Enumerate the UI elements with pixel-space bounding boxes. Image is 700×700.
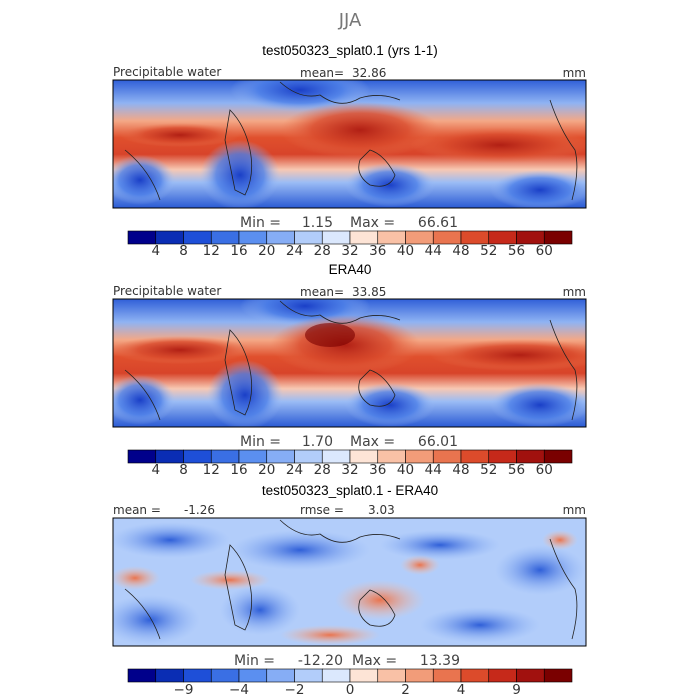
panel3-mean-label: mean = bbox=[113, 503, 161, 517]
colorbar-tick-label: 20 bbox=[258, 462, 275, 478]
panel2-min-label: Min = bbox=[240, 434, 281, 450]
colorbar-swatch bbox=[543, 230, 573, 245]
colorbar-tick-label: 24 bbox=[286, 243, 303, 259]
colorbar-swatch bbox=[543, 668, 573, 683]
colorbar-tick-label: 32 bbox=[341, 243, 358, 259]
colorbar-tick-label: 40 bbox=[397, 243, 414, 259]
panel1-frame bbox=[112, 79, 587, 209]
panel3-map bbox=[113, 518, 586, 646]
colorbar-tick-label: 4 bbox=[151, 462, 160, 478]
colorbar-swatch bbox=[127, 668, 157, 683]
panel3-units: mm bbox=[563, 503, 586, 517]
colorbar-swatch bbox=[460, 668, 490, 683]
panel3-frame bbox=[112, 517, 587, 647]
colorbar-swatch bbox=[294, 668, 323, 683]
colorbar-swatch bbox=[266, 668, 295, 683]
colorbar-swatch bbox=[183, 668, 212, 683]
colorbar-tick-label: 52 bbox=[480, 243, 497, 259]
colorbar-tick-label: 0 bbox=[346, 682, 355, 698]
colorbar-tick-label: 36 bbox=[369, 243, 386, 259]
panel3-title: test050323_splat0.1 - ERA40 bbox=[262, 483, 438, 498]
colorbar-tick-label: 12 bbox=[203, 243, 220, 259]
panel2-colorbar: 4 8 12 16 20 24 28 32 36 40 44 48 52 56 60 bbox=[127, 449, 573, 478]
panel3-colorbar: −9 −4 −2 0 2 4 9 bbox=[127, 668, 573, 698]
panel1-map bbox=[113, 80, 586, 208]
colorbar-swatch bbox=[155, 668, 184, 683]
colorbar-tick-label: 44 bbox=[425, 462, 442, 478]
colorbar-tick-label: 16 bbox=[230, 243, 247, 259]
colorbar-tick-label: 28 bbox=[314, 462, 331, 478]
colorbar-swatch bbox=[516, 668, 545, 683]
colorbar-tick-label: 24 bbox=[286, 462, 303, 478]
panel1-max-label: Max = bbox=[350, 215, 395, 231]
colorbar-swatch bbox=[405, 668, 434, 683]
colorbar-swatch bbox=[377, 668, 406, 683]
panel3-min-value: -12.20 bbox=[298, 653, 343, 669]
panel2-title: ERA40 bbox=[329, 262, 372, 277]
panel2-mean-label: mean= bbox=[300, 285, 344, 299]
panel1-units: mm bbox=[563, 66, 586, 80]
panel1-title: test050323_splat0.1 (yrs 1-1) bbox=[262, 43, 438, 58]
panel2-max-value: 66.01 bbox=[418, 434, 458, 450]
panel1-min-label: Min = bbox=[240, 215, 281, 231]
colorbar-tick-label: 52 bbox=[480, 462, 497, 478]
colorbar-tick-label: 8 bbox=[179, 243, 188, 259]
colorbar-swatch bbox=[210, 668, 240, 683]
colorbar-tick-label: −2 bbox=[285, 682, 305, 698]
panel1-mean-label: mean= bbox=[300, 66, 344, 80]
panel2-map bbox=[113, 299, 586, 427]
colorbar-tick-label: 20 bbox=[258, 243, 275, 259]
panel2-mean-value: 33.85 bbox=[352, 285, 386, 299]
colorbar-tick-label: 60 bbox=[536, 243, 553, 259]
panel3-max-label: Max = bbox=[352, 653, 397, 669]
colorbar-tick-label: 56 bbox=[508, 243, 525, 259]
panel3-min-label: Min = bbox=[234, 653, 275, 669]
colorbar-tick-label: −9 bbox=[174, 682, 194, 698]
colorbar-swatch bbox=[238, 668, 268, 683]
panel2-min-value: 1.70 bbox=[302, 434, 333, 450]
colorbar-tick-label: 4 bbox=[457, 682, 466, 698]
colorbar-tick-label: 2 bbox=[401, 682, 410, 698]
colorbar-swatch bbox=[488, 668, 517, 683]
colorbar-tick-label: 16 bbox=[230, 462, 247, 478]
colorbar-swatch bbox=[349, 668, 379, 683]
panel2-frame bbox=[112, 298, 587, 428]
colorbar-tick-label: 60 bbox=[536, 462, 553, 478]
colorbar-tick-label: −4 bbox=[229, 682, 249, 698]
colorbar-tick-label: 44 bbox=[425, 243, 442, 259]
panel3-rmse-value: 3.03 bbox=[368, 503, 395, 517]
panel1-field-label: Precipitable water bbox=[113, 65, 221, 79]
colorbar-tick-label: 9 bbox=[512, 682, 521, 698]
colorbar-tick-label: 56 bbox=[508, 462, 525, 478]
panel3-max-value: 13.39 bbox=[420, 653, 460, 669]
colorbar-tick-label: 48 bbox=[452, 462, 469, 478]
panel1-colorbar: 4 8 12 16 20 24 28 32 36 40 44 48 52 56 60 bbox=[127, 230, 573, 259]
colorbar-tick-label: 36 bbox=[369, 462, 386, 478]
season-title: JJA bbox=[338, 10, 362, 31]
colorbar-swatch bbox=[321, 668, 351, 683]
colorbar-swatch bbox=[543, 449, 573, 464]
panel1-max-value: 66.61 bbox=[418, 215, 458, 231]
colorbar-tick-label: 40 bbox=[397, 462, 414, 478]
panel1-mean-value: 32.86 bbox=[352, 66, 386, 80]
colorbar-tick-label: 32 bbox=[341, 462, 358, 478]
panel2-field-label: Precipitable water bbox=[113, 284, 221, 298]
colorbar-tick-label: 12 bbox=[203, 462, 220, 478]
colorbar-tick-label: 48 bbox=[452, 243, 469, 259]
colorbar-swatch bbox=[432, 668, 462, 683]
colorbar-tick-label: 28 bbox=[314, 243, 331, 259]
panel3-rmse-label: rmse = bbox=[300, 503, 344, 517]
panel2-units: mm bbox=[563, 285, 586, 299]
panel3-mean-value: -1.26 bbox=[184, 503, 215, 517]
colorbar-tick-label: 8 bbox=[179, 462, 188, 478]
colorbar-tick-label: 4 bbox=[151, 243, 160, 259]
panel2-max-label: Max = bbox=[350, 434, 395, 450]
panel1-min-value: 1.15 bbox=[302, 215, 333, 231]
